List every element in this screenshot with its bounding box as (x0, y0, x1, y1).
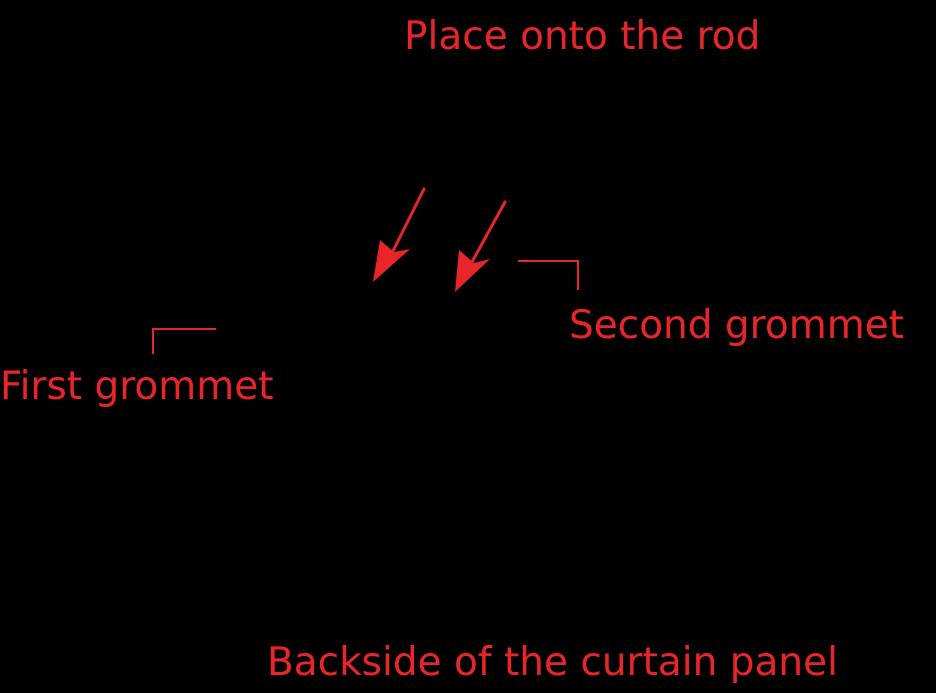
place-onto-rod-label: Place onto the rod (404, 14, 761, 59)
first-grommet-label: First grommet (0, 364, 274, 409)
second-grommet-leader-line (518, 260, 579, 290)
backside-curtain-panel-label: Backside of the curtain panel (267, 640, 838, 685)
arrow-right-icon (455, 200, 507, 292)
second-grommet-label: Second grommet (569, 303, 904, 348)
arrow-left-icon (373, 187, 426, 282)
first-grommet-leader-line (152, 328, 216, 354)
